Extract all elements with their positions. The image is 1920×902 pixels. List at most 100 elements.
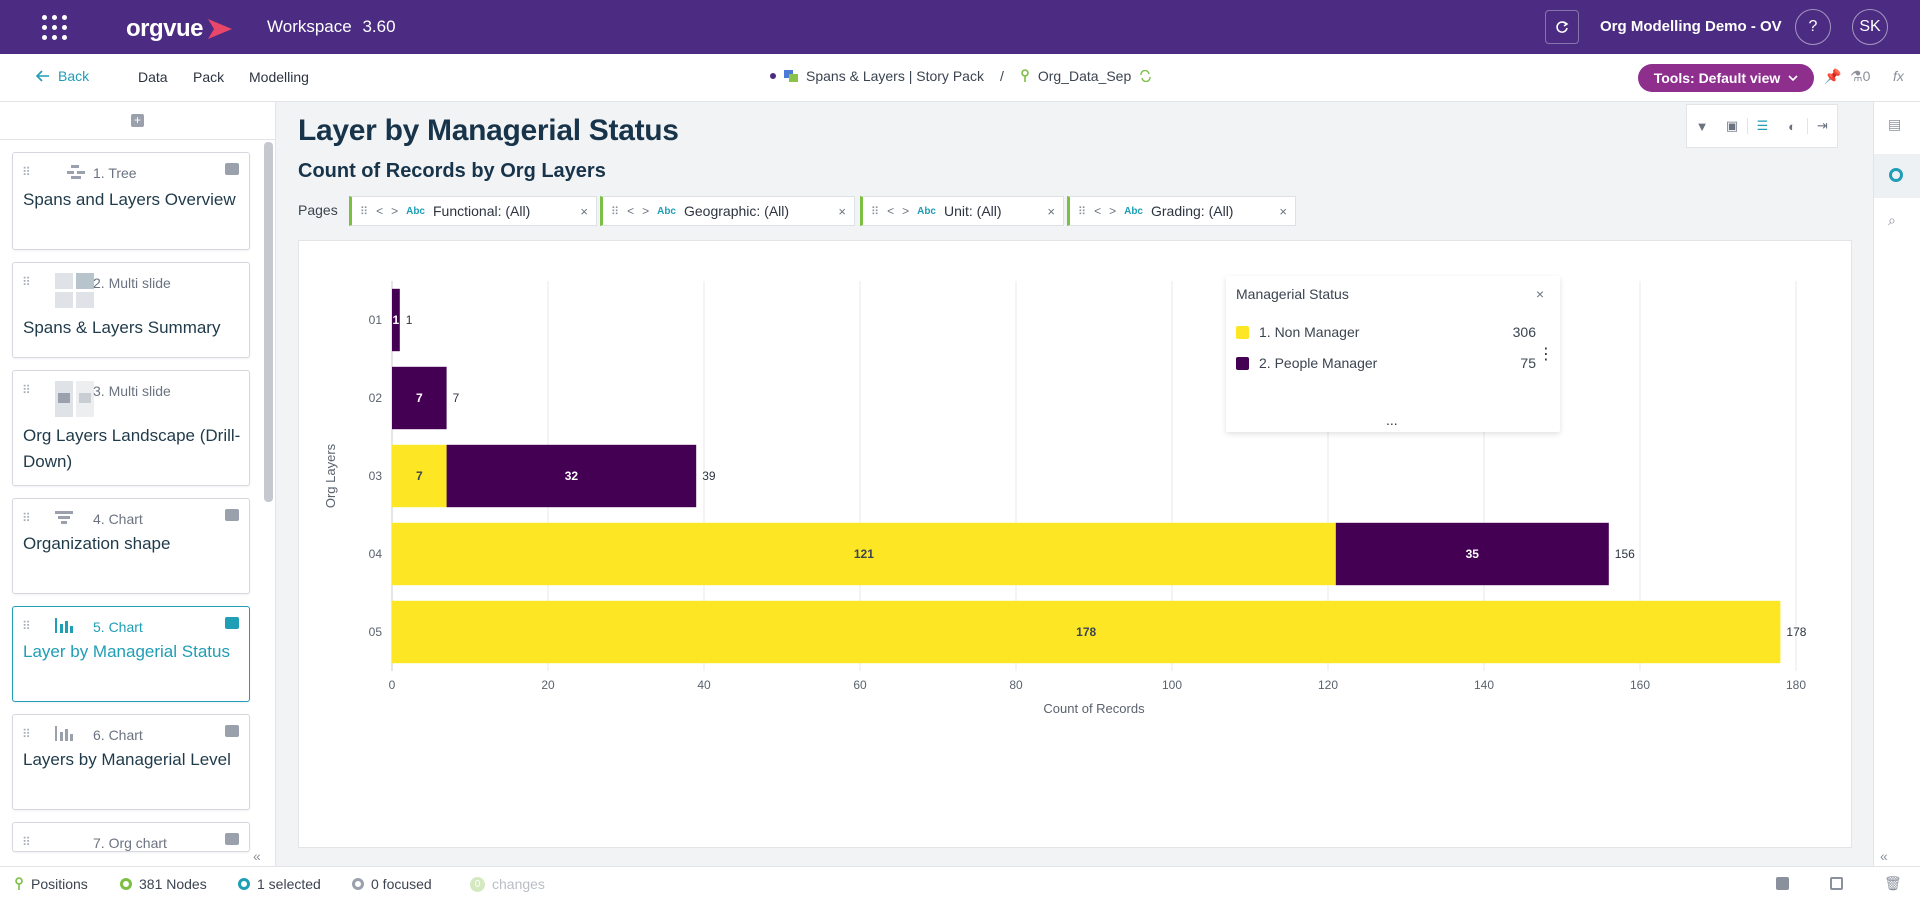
filter-unit[interactable]: ⠿ < > Abc Unit: (All) × xyxy=(860,196,1064,226)
pin-icon[interactable]: 📌 xyxy=(1824,68,1842,84)
remove-filter-icon[interactable]: × xyxy=(838,203,846,219)
slide-card-6[interactable]: ⠿ 6. Chart Layers by Managerial Level xyxy=(12,714,250,810)
filter-label[interactable]: Functional: (All) xyxy=(433,203,531,219)
drag-handle-icon[interactable]: ⠿ xyxy=(22,727,31,741)
refresh-button[interactable] xyxy=(1545,10,1579,44)
prev-icon[interactable]: < xyxy=(376,204,384,218)
pages-label: Pages xyxy=(298,202,338,218)
bar-chart-icon xyxy=(55,726,73,741)
comment-icon[interactable] xyxy=(225,833,239,845)
sidebar-scrollbar[interactable] xyxy=(264,142,273,502)
prev-icon[interactable]: < xyxy=(627,204,635,218)
next-icon[interactable]: > xyxy=(642,204,650,218)
drag-handle-icon[interactable]: ⠿ xyxy=(22,275,31,289)
comment-icon[interactable] xyxy=(225,163,239,175)
drag-handle-icon[interactable]: ⠿ xyxy=(22,383,31,397)
help-button[interactable]: ? xyxy=(1795,9,1831,45)
drag-handle-icon[interactable]: ⠿ xyxy=(22,511,31,525)
next-icon[interactable]: > xyxy=(1109,204,1117,218)
nodes-status[interactable]: 381 Nodes xyxy=(120,876,207,892)
sync-icon[interactable] xyxy=(1139,70,1152,82)
filter-functional[interactable]: ⠿ < > Abc Functional: (All) × xyxy=(349,196,597,226)
positions-status[interactable]: Positions xyxy=(14,876,88,892)
next-icon[interactable]: > xyxy=(902,204,910,218)
nav-modelling[interactable]: Modelling xyxy=(249,69,309,85)
changes-status[interactable]: 0 changes xyxy=(470,876,545,892)
sidebar-toolbar: + xyxy=(0,102,275,140)
nav-pack[interactable]: Pack xyxy=(193,69,225,85)
duplicate-icon[interactable] xyxy=(1830,877,1843,890)
text-type-icon: Abc xyxy=(917,205,936,217)
selected-status[interactable]: 1 selected xyxy=(238,876,321,892)
slide-card-4[interactable]: ⠿ 4. Chart Organization shape xyxy=(12,498,250,594)
collapse-rail-icon[interactable]: « xyxy=(1880,848,1888,864)
slide-card-3[interactable]: ⠿ 3. Multi slide Org Layers Landscape (D… xyxy=(12,370,250,486)
legend-close-icon[interactable]: × xyxy=(1535,286,1544,302)
filter-geographic[interactable]: ⠿ < > Abc Geographic: (All) × xyxy=(600,196,855,226)
drag-handle-icon[interactable]: ⠿ xyxy=(22,619,31,633)
remove-filter-icon[interactable]: × xyxy=(1047,203,1055,219)
export-icon[interactable]: ⇥ xyxy=(1807,118,1837,134)
comment-icon[interactable] xyxy=(225,509,239,521)
filter-label[interactable]: Geographic: (All) xyxy=(684,203,790,219)
chart-subtitle: Count of Records by Org Layers xyxy=(298,160,606,182)
filter-icon[interactable]: ▼ xyxy=(1695,118,1709,134)
legend-item-people-manager[interactable]: 2. People Manager 75 xyxy=(1236,355,1536,371)
y-tick-label: 04 xyxy=(369,547,383,561)
user-avatar[interactable]: SK xyxy=(1852,9,1888,45)
legend-panel: Managerial Status × 1. Non Manager 306 2… xyxy=(1226,276,1560,432)
legend-more[interactable]: ... xyxy=(1386,412,1398,428)
add-icon[interactable] xyxy=(1776,877,1789,890)
drag-handle-icon[interactable]: ⠿ xyxy=(1078,205,1087,218)
kebab-menu-icon[interactable]: ⋮ xyxy=(1538,346,1554,363)
alert-indicator[interactable]: ⚗0 xyxy=(1850,68,1870,85)
x-tick-label: 140 xyxy=(1474,678,1494,692)
breadcrumb-pack[interactable]: Spans & Layers | Story Pack xyxy=(806,68,984,84)
back-button[interactable]: Back xyxy=(36,68,89,84)
prev-icon[interactable]: < xyxy=(887,204,895,218)
focused-status[interactable]: 0 focused xyxy=(352,876,432,892)
next-icon[interactable]: > xyxy=(391,204,399,218)
comment-icon[interactable] xyxy=(225,725,239,737)
slide-card-5[interactable]: ⠿ 5. Chart Layer by Managerial Status xyxy=(12,606,250,702)
slide-card-2[interactable]: ⠿ 2. Multi slide Spans & Layers Summary xyxy=(12,262,250,358)
prev-icon[interactable]: < xyxy=(1094,204,1102,218)
drag-handle-icon[interactable]: ⠿ xyxy=(871,205,880,218)
list-view-icon[interactable]: ☰ xyxy=(1747,118,1777,134)
orgvue-logo[interactable]: orgvue xyxy=(126,15,234,43)
formula-fx-icon[interactable]: fx xyxy=(1893,68,1904,84)
drag-handle-icon[interactable]: ⠿ xyxy=(611,205,620,218)
remove-filter-icon[interactable]: × xyxy=(580,203,588,219)
breadcrumb-dataset[interactable]: Org_Data_Sep xyxy=(1037,68,1132,84)
slide-card-7[interactable]: ⠿ 7. Org chart xyxy=(12,822,250,852)
drag-handle-icon[interactable]: ⠿ xyxy=(22,835,31,849)
filter-label[interactable]: Unit: (All) xyxy=(944,203,1002,219)
search-icon[interactable]: ⌕ xyxy=(1888,212,1896,228)
slide-card-1[interactable]: ⠿ 1. Tree Spans and Layers Overview xyxy=(12,152,250,250)
drag-handle-icon[interactable]: ⠿ xyxy=(22,165,31,179)
comment-icon[interactable] xyxy=(225,617,239,629)
properties-icon[interactable]: ▤ xyxy=(1888,116,1902,132)
delete-icon[interactable]: 🗑 xyxy=(1884,875,1902,891)
tools-view-dropdown[interactable]: Tools: Default view xyxy=(1638,64,1814,92)
slide-kind: 3. Multi slide xyxy=(93,383,171,399)
focus-icon[interactable] xyxy=(1889,168,1903,182)
filter-label[interactable]: Grading: (All) xyxy=(1151,203,1234,219)
legend-item-non-manager[interactable]: 1. Non Manager 306 xyxy=(1236,324,1536,340)
text-type-icon: Abc xyxy=(657,205,676,217)
palette-icon[interactable]: ◐ xyxy=(1788,118,1796,134)
add-slide-icon[interactable]: + xyxy=(131,114,144,127)
remove-filter-icon[interactable]: × xyxy=(1279,203,1287,219)
filter-grading[interactable]: ⠿ < > Abc Grading: (All) × xyxy=(1067,196,1296,226)
x-tick-label: 40 xyxy=(697,678,711,692)
comment-toggle-icon[interactable]: ▣ xyxy=(1725,118,1739,133)
drag-handle-icon[interactable]: ⠿ xyxy=(360,205,369,218)
app-grid-icon[interactable] xyxy=(42,15,68,41)
collapse-sidebar-icon[interactable]: « xyxy=(253,848,261,864)
data-label: 121 xyxy=(854,547,874,561)
org-name[interactable]: Org Modelling Demo - OV xyxy=(1600,18,1782,35)
legend-swatch xyxy=(1236,356,1249,370)
breadcrumb-separator: / xyxy=(999,68,1004,84)
nav-data[interactable]: Data xyxy=(138,69,168,85)
